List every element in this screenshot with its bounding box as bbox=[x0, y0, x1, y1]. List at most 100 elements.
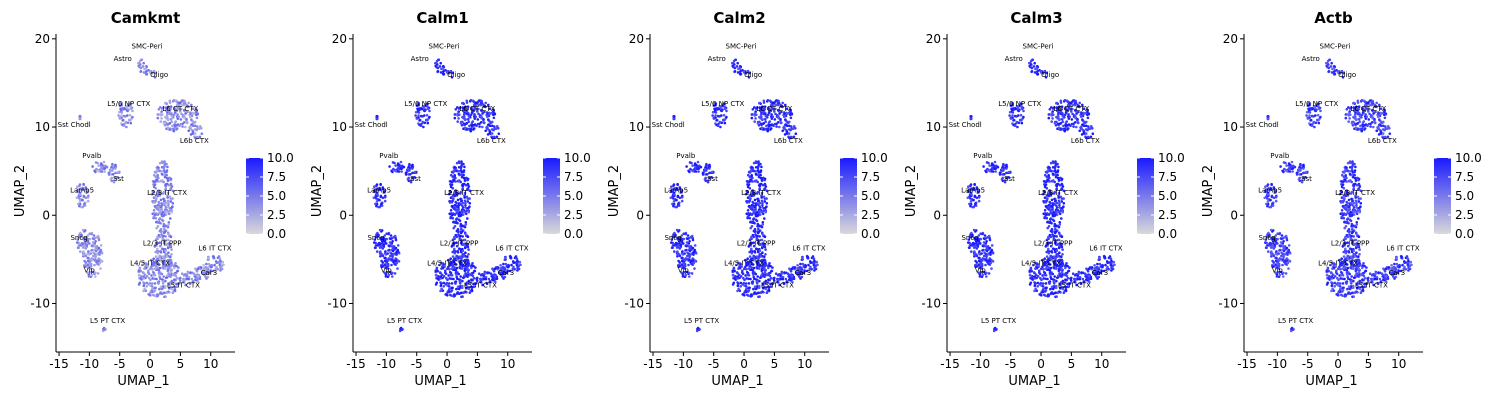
cluster-label: Sst bbox=[113, 175, 124, 183]
cell-point bbox=[984, 258, 988, 262]
cell-point bbox=[754, 172, 758, 176]
cell-point bbox=[1078, 101, 1081, 105]
x-tick-label: -15 bbox=[940, 357, 960, 371]
cell-point bbox=[167, 251, 170, 254]
cell-point bbox=[715, 118, 719, 122]
cell-point bbox=[195, 270, 199, 273]
cell-point bbox=[164, 253, 168, 256]
cell-point bbox=[150, 258, 153, 262]
cell-point bbox=[494, 127, 498, 131]
cell-point bbox=[426, 107, 430, 111]
cell-point bbox=[1055, 249, 1059, 253]
cell-point bbox=[380, 202, 383, 205]
cell-point bbox=[768, 120, 772, 123]
cell-point bbox=[758, 101, 761, 105]
cell-point bbox=[1044, 212, 1047, 215]
cell-point bbox=[1034, 267, 1037, 270]
cell-point bbox=[1002, 164, 1005, 167]
cell-point bbox=[1051, 117, 1054, 120]
cell-point bbox=[979, 237, 982, 241]
cell-point bbox=[374, 202, 377, 206]
cell-point bbox=[161, 211, 164, 214]
cell-point bbox=[1047, 166, 1051, 169]
cell-point bbox=[166, 108, 169, 111]
cell-point bbox=[757, 224, 761, 227]
cell-point bbox=[436, 277, 440, 281]
cell-point bbox=[165, 117, 168, 120]
cell-point bbox=[192, 272, 196, 276]
cell-point bbox=[449, 209, 453, 212]
cell-point bbox=[1091, 132, 1095, 135]
cell-point bbox=[107, 173, 111, 176]
cell-point bbox=[428, 109, 431, 113]
cell-point bbox=[97, 246, 101, 250]
cell-point bbox=[141, 65, 145, 68]
cell-point bbox=[502, 262, 505, 266]
cell-point bbox=[1051, 204, 1054, 207]
cell-point bbox=[807, 263, 810, 267]
cell-point bbox=[678, 196, 682, 199]
cell-point bbox=[470, 272, 473, 276]
cell-point bbox=[463, 199, 467, 203]
cluster-l6-ct-ctx bbox=[156, 99, 200, 133]
cell-point bbox=[460, 224, 464, 227]
cell-point bbox=[1066, 127, 1069, 131]
cell-point bbox=[158, 221, 161, 224]
cell-point bbox=[1070, 118, 1074, 121]
cell-point bbox=[141, 263, 144, 267]
cell-point bbox=[1043, 180, 1047, 183]
cell-point bbox=[463, 177, 466, 180]
cell-point bbox=[191, 280, 195, 283]
cell-point bbox=[1080, 125, 1083, 128]
cell-point bbox=[142, 289, 145, 293]
cell-point bbox=[411, 167, 414, 170]
colorbar bbox=[246, 158, 263, 234]
cell-point bbox=[985, 249, 989, 253]
cell-point bbox=[459, 291, 463, 295]
cell-point bbox=[461, 206, 465, 209]
cell-point bbox=[156, 268, 159, 272]
cell-point bbox=[459, 121, 463, 125]
cell-point bbox=[486, 271, 489, 274]
cell-point bbox=[750, 268, 753, 272]
cell-point bbox=[205, 262, 208, 266]
cell-point bbox=[676, 194, 680, 198]
x-tick-label: 5 bbox=[1068, 357, 1076, 371]
cell-point bbox=[760, 199, 764, 203]
cell-point bbox=[189, 112, 192, 115]
cell-point bbox=[152, 293, 155, 297]
cell-point bbox=[1047, 113, 1051, 116]
cell-point bbox=[1085, 120, 1088, 124]
cell-point bbox=[478, 99, 481, 102]
cell-point bbox=[119, 107, 122, 111]
cell-point bbox=[158, 169, 161, 173]
cell-point bbox=[392, 252, 396, 256]
cell-point bbox=[383, 196, 387, 199]
cell-point bbox=[984, 242, 988, 245]
cluster-label: Astro bbox=[411, 55, 429, 63]
cell-point bbox=[972, 228, 976, 232]
cluster-label: Car3 bbox=[795, 269, 812, 277]
cell-point bbox=[787, 132, 791, 135]
cell-point bbox=[96, 272, 100, 275]
cell-point bbox=[391, 161, 395, 164]
cell-point bbox=[114, 163, 117, 167]
cell-point bbox=[207, 256, 210, 260]
cell-point bbox=[158, 254, 162, 258]
cell-point bbox=[1005, 167, 1008, 170]
cell-point bbox=[690, 272, 694, 275]
cell-point bbox=[716, 124, 720, 127]
cluster-label: L5 PT CTX bbox=[90, 317, 125, 325]
cell-point bbox=[169, 177, 173, 181]
cell-point bbox=[84, 196, 88, 199]
colorbar-label: 7.5 bbox=[564, 170, 583, 184]
cell-point bbox=[173, 266, 176, 270]
cell-point bbox=[751, 233, 755, 237]
cell-point bbox=[87, 256, 90, 260]
cell-point bbox=[1046, 197, 1049, 201]
cell-point bbox=[1047, 251, 1051, 255]
cell-point bbox=[450, 274, 454, 277]
cell-point bbox=[775, 99, 778, 102]
cell-point bbox=[166, 191, 170, 195]
cell-point bbox=[116, 170, 120, 174]
